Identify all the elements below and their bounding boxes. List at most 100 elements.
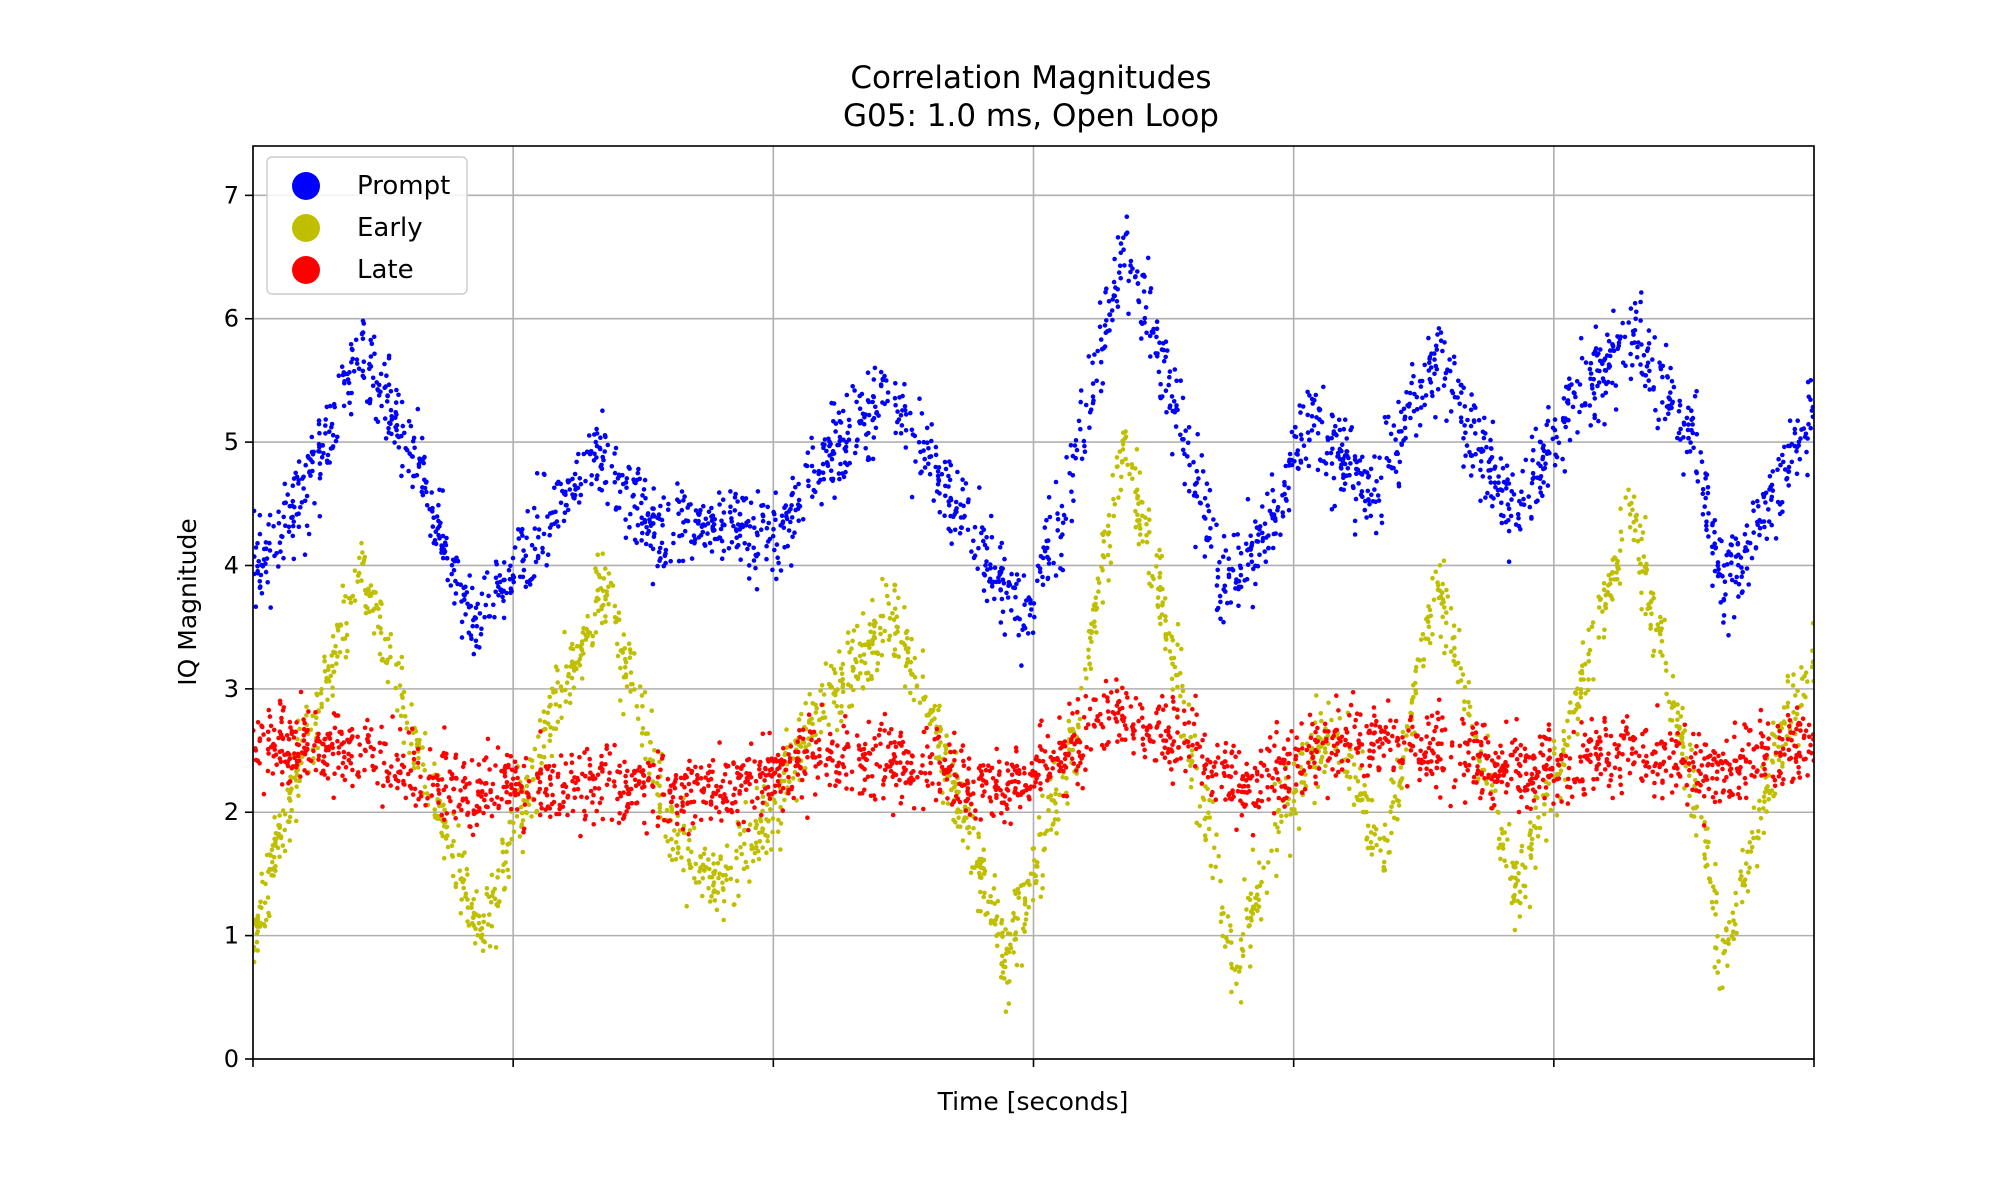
data-point <box>1228 928 1234 933</box>
data-point <box>1082 449 1088 455</box>
data-point <box>1629 500 1634 506</box>
data-point <box>317 449 322 454</box>
data-point <box>1272 822 1278 827</box>
data-point <box>1213 864 1218 870</box>
data-point <box>1471 418 1477 423</box>
data-point <box>729 519 734 524</box>
data-point <box>903 428 909 433</box>
data-point <box>1163 618 1168 623</box>
data-point <box>1133 524 1139 530</box>
data-point <box>495 903 501 909</box>
data-point <box>838 461 843 467</box>
data-point <box>1742 775 1748 781</box>
data-point <box>1427 356 1432 362</box>
data-point <box>1334 693 1339 698</box>
data-point <box>870 399 875 405</box>
data-point <box>1568 700 1573 705</box>
data-point <box>1003 1009 1009 1014</box>
data-point <box>1498 743 1503 749</box>
data-point <box>441 802 446 808</box>
data-point <box>1045 576 1051 582</box>
data-point <box>1275 825 1280 830</box>
data-point <box>1221 587 1226 592</box>
data-point <box>810 494 815 500</box>
data-point <box>952 730 957 736</box>
data-point <box>1675 702 1680 707</box>
data-point <box>1587 403 1593 408</box>
data-point <box>793 484 798 490</box>
data-point <box>382 416 388 421</box>
data-point <box>1436 697 1442 703</box>
data-point <box>639 500 644 506</box>
data-point <box>262 923 268 929</box>
data-point <box>919 411 925 416</box>
data-point <box>904 628 910 634</box>
data-point <box>831 667 837 672</box>
data-point <box>1136 299 1142 305</box>
data-point <box>648 740 653 745</box>
data-point <box>621 711 626 717</box>
data-point <box>1693 751 1698 756</box>
data-point <box>603 434 608 440</box>
data-point <box>1726 633 1731 638</box>
data-point <box>1134 487 1140 493</box>
data-point <box>1103 290 1108 295</box>
data-point <box>1499 500 1504 506</box>
data-point <box>1589 382 1595 388</box>
data-point <box>1546 781 1552 787</box>
data-point <box>734 544 740 550</box>
data-point <box>1192 490 1198 496</box>
data-point <box>1090 381 1096 386</box>
data-point <box>370 383 376 389</box>
data-point <box>871 377 877 382</box>
data-point <box>1567 376 1572 382</box>
data-point <box>1002 632 1008 637</box>
data-point <box>453 881 459 886</box>
data-point <box>916 440 922 445</box>
data-point <box>685 846 691 851</box>
data-point <box>937 703 942 709</box>
data-point <box>1300 404 1306 409</box>
data-point <box>1745 849 1750 854</box>
data-point <box>882 628 887 634</box>
data-point <box>1040 886 1045 891</box>
data-point <box>1390 800 1396 805</box>
data-point <box>1613 383 1619 388</box>
data-point <box>1161 358 1167 364</box>
data-point <box>255 948 260 953</box>
data-point <box>1746 870 1751 875</box>
data-point <box>1214 522 1219 528</box>
data-point <box>760 845 765 850</box>
data-point <box>1119 459 1125 464</box>
data-point <box>979 530 984 536</box>
data-point <box>1565 718 1570 724</box>
data-point <box>632 651 637 656</box>
data-point <box>1614 570 1619 575</box>
data-point <box>955 807 961 812</box>
data-point <box>1545 418 1551 424</box>
data-point <box>920 674 926 679</box>
data-point <box>569 760 575 765</box>
data-point <box>1142 315 1148 321</box>
data-point <box>1739 565 1744 570</box>
data-point <box>441 823 447 829</box>
data-point <box>988 894 993 899</box>
data-point <box>1102 344 1108 349</box>
data-point <box>397 683 403 688</box>
data-point <box>1633 517 1639 523</box>
data-point <box>330 432 336 438</box>
data-point <box>1638 299 1643 305</box>
data-point <box>1267 508 1273 514</box>
data-point <box>1171 399 1177 404</box>
data-point <box>664 807 670 813</box>
data-point <box>388 389 394 394</box>
data-point <box>989 535 995 540</box>
data-point <box>358 753 363 758</box>
data-point <box>1704 523 1709 528</box>
data-point <box>1303 772 1308 777</box>
data-point <box>483 792 489 797</box>
data-point <box>1207 798 1212 803</box>
data-point <box>1016 632 1021 638</box>
data-point <box>1372 454 1377 459</box>
data-point <box>550 510 555 515</box>
